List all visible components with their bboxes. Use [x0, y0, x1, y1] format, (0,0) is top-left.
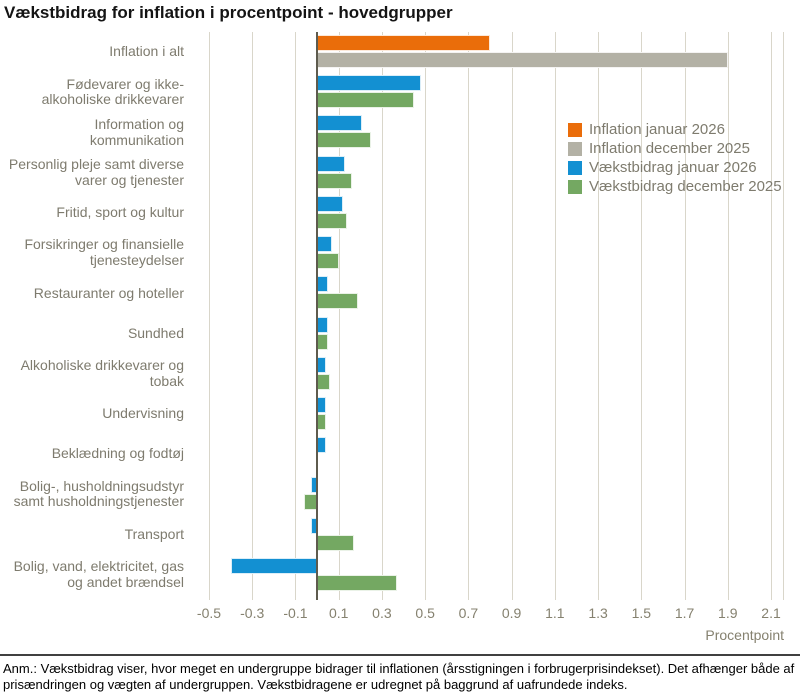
- data-bar: [317, 316, 328, 333]
- x-tick-label: 1.3: [588, 605, 608, 621]
- gridline: [425, 32, 427, 600]
- category-labels: Inflation i alt Fødevarer og ikke-alkohol…: [0, 32, 190, 595]
- legend-swatch: [568, 141, 582, 156]
- category-label: Forsikringer og finansielle tjenesteydel…: [24, 236, 184, 269]
- data-bar: [317, 333, 328, 350]
- x-tick-label: 0.3: [372, 605, 392, 621]
- plot-right-border: [783, 32, 784, 600]
- category-label: Inflation i alt: [109, 43, 184, 60]
- data-bar: [317, 276, 328, 293]
- legend-label: Vækstbidrag december 2025: [589, 178, 782, 195]
- data-bar: [317, 212, 348, 229]
- x-axis-label: Procentpoint: [705, 627, 784, 643]
- plot-area: Inflation januar 2026 Inflation december …: [196, 32, 784, 621]
- data-bar: [317, 35, 490, 51]
- data-bar: [317, 172, 352, 189]
- legend-label: Vækstbidrag januar 2026: [589, 159, 757, 176]
- legend-item: Inflation december 2025: [568, 139, 782, 158]
- x-tick-label: 1.5: [631, 605, 652, 621]
- category-label: Fødevarer og ikke-alkoholiske drikkevare…: [41, 75, 184, 108]
- data-bar: [317, 396, 326, 413]
- data-bar: [317, 92, 415, 109]
- legend-swatch: [568, 160, 582, 175]
- gridline: [554, 32, 556, 600]
- data-bar: [317, 413, 326, 430]
- data-bar: [317, 75, 421, 92]
- category-label: Bolig, vand, elektricitet, gas og andet …: [13, 558, 184, 590]
- legend-swatch: [568, 122, 582, 137]
- category-label: Transport: [124, 525, 184, 542]
- bar-chart: Inflation i alt Fødevarer og ikke-alkohol…: [0, 32, 784, 652]
- x-tick-label: 2.1: [761, 605, 781, 621]
- x-tick-label: -0.3: [240, 605, 265, 621]
- legend-label: Inflation januar 2026: [589, 121, 725, 138]
- category-label: Sundhed: [127, 324, 184, 341]
- category-label: Alkoholiske drikkevarer og tobak: [20, 357, 184, 389]
- category-label: Personlig pleje samt diverse varer og tj…: [8, 156, 184, 188]
- legend-item: Vækstbidrag december 2025: [568, 177, 782, 196]
- data-bar: [317, 155, 346, 172]
- gridline: [208, 32, 210, 600]
- x-tick-label: -0.1: [283, 605, 308, 621]
- data-bar: [317, 253, 339, 270]
- gridline: [511, 32, 513, 600]
- x-tick-label: 1.9: [718, 605, 738, 621]
- data-bar: [230, 557, 318, 574]
- x-tick-label: -0.5: [196, 605, 222, 621]
- legend-item: Inflation januar 2026: [568, 120, 782, 139]
- x-tick-label: 0.9: [501, 605, 522, 621]
- category-label: Beklædning og fodtøj: [51, 445, 184, 462]
- category-label: Bolig-, husholdningsudstyr samt husholdn…: [13, 477, 184, 510]
- data-bar: [317, 195, 343, 212]
- gridline: [771, 32, 773, 600]
- x-tick-label: 0.5: [415, 605, 435, 621]
- data-bar: [317, 373, 331, 390]
- data-bar: [317, 356, 326, 373]
- data-bar: [317, 534, 354, 551]
- data-bar: [317, 293, 359, 310]
- gridline: [727, 32, 729, 600]
- page-title: Vækstbidrag for inflation i procentpoint…: [4, 3, 453, 22]
- zero-axis-line: [316, 32, 319, 600]
- footnote-divider: [0, 654, 800, 656]
- x-tick-label: 1.7: [674, 605, 695, 621]
- data-bar: [317, 437, 326, 454]
- data-bar: [317, 115, 363, 132]
- data-bar: [317, 52, 728, 68]
- gridline: [641, 32, 643, 600]
- x-tick-label: 0.1: [328, 605, 349, 621]
- gridline: [684, 32, 686, 600]
- category-label: Fritid, sport og kultur: [56, 204, 184, 221]
- gridline: [295, 32, 297, 600]
- gridline: [381, 32, 383, 600]
- x-tick-label: 0.7: [458, 605, 479, 621]
- data-bar: [317, 236, 333, 253]
- legend-swatch: [568, 179, 582, 194]
- data-bar: [317, 132, 372, 149]
- gridline: [252, 32, 254, 600]
- gridline: [598, 32, 600, 600]
- chart-legend: Inflation januar 2026 Inflation december …: [568, 120, 782, 196]
- category-label: Undervisning: [102, 405, 184, 422]
- gridline: [338, 32, 340, 600]
- data-bar: [317, 574, 398, 591]
- category-label: Restauranter og hoteller: [33, 284, 184, 301]
- legend-item: Vækstbidrag januar 2026: [568, 158, 782, 177]
- gridline: [468, 32, 470, 600]
- legend-label: Inflation december 2025: [589, 140, 750, 157]
- category-label: Information og kommunikation: [89, 115, 184, 148]
- x-tick-label: 1.1: [545, 605, 565, 621]
- footnote-text: Anm.: Vækstbidrag viser, hvor meget en u…: [3, 661, 795, 693]
